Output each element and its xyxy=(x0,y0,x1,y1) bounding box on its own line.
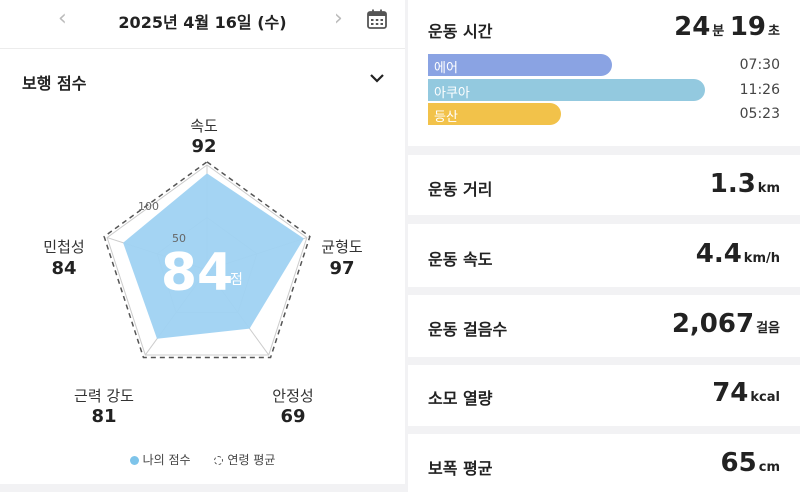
total-score-unit: 점 xyxy=(230,272,243,288)
scale-label-50: 50 xyxy=(172,232,186,245)
my-score-polygon xyxy=(123,173,304,339)
divider xyxy=(0,48,405,49)
exercise-seconds: 19 xyxy=(729,12,767,42)
chevron-left-icon[interactable]: ‹ xyxy=(58,6,67,31)
walking-score-panel: ‹ 2025년 4월 16일 (수) › 보행 점수 100 50 84 점 속… xyxy=(0,0,405,492)
date-title: 2025년 4월 16일 (수) xyxy=(118,13,287,32)
distance-value-wrap: 1.3 km xyxy=(710,169,780,199)
activity-bar xyxy=(428,79,705,101)
exercise-minutes: 24 xyxy=(674,12,711,42)
section-title: 보행 점수 xyxy=(22,74,87,93)
speed-value-wrap: 4.4 km/h xyxy=(696,239,780,269)
axis-value-balance: 97 xyxy=(329,258,354,279)
stride-value: 65 xyxy=(720,448,757,478)
activity-name: 등산 xyxy=(434,110,458,125)
calories-label: 소모 열량 xyxy=(428,389,493,408)
calendar-icon[interactable] xyxy=(366,8,388,30)
axis-value-agility: 84 xyxy=(51,258,76,279)
distance-card: 운동 거리 1.3 km xyxy=(408,155,800,215)
age-average-legend-marker xyxy=(214,456,224,465)
radar-grid-ring xyxy=(106,164,308,356)
speed-value: 4.4 xyxy=(695,239,742,269)
axis-label-agility: 민첩성 xyxy=(43,238,84,256)
axis-label-stability: 안정성 xyxy=(272,387,313,405)
chevron-down-icon[interactable] xyxy=(369,70,385,86)
steps-label: 운동 걸음수 xyxy=(428,320,508,339)
radar-chart: 100 50 84 점 속도 92 균형도 97 안정성 69 근력 강도 81… xyxy=(43,117,363,427)
exercise-time-card: 운동 시간 24 분 19 초 에어 07:30 아쿠아 11:26 등산 05:23 xyxy=(408,0,800,146)
activity-name: 아쿠아 xyxy=(434,86,470,101)
exercise-time-value: 24 분 19 초 xyxy=(674,12,780,42)
seconds-unit: 초 xyxy=(768,24,780,39)
stride-unit: cm xyxy=(758,460,780,475)
calories-card: 소모 열량 74 kcal xyxy=(408,365,800,426)
total-score: 84 xyxy=(161,243,233,303)
scale-label-100: 100 xyxy=(138,200,159,213)
axis-label-strength: 근력 강도 xyxy=(74,387,134,405)
panel-bottom-gap xyxy=(0,484,405,492)
axis-value-strength: 81 xyxy=(91,406,116,427)
activity-bar xyxy=(428,54,612,76)
calories-value-wrap: 74 kcal xyxy=(712,378,780,408)
calories-value: 74 xyxy=(712,378,749,408)
legend-my-score: 나의 점수 xyxy=(142,453,191,467)
exercise-time-label: 운동 시간 xyxy=(428,22,493,41)
chart-legend: 나의 점수 연령 평균 xyxy=(0,451,405,468)
age-average-polygon xyxy=(103,160,311,359)
chevron-right-icon[interactable]: › xyxy=(334,6,343,31)
steps-card: 운동 걸음수 2,067 걸음 xyxy=(408,295,800,357)
my-score-legend-marker xyxy=(129,456,139,465)
stride-label: 보폭 평균 xyxy=(428,459,493,478)
legend-age-average: 연령 평균 xyxy=(227,453,276,467)
activity-bar xyxy=(428,103,561,125)
date-navigator: ‹ 2025년 4월 16일 (수) › xyxy=(0,0,405,40)
steps-value: 2,067 xyxy=(671,309,755,339)
stride-card: 보폭 평균 65 cm xyxy=(408,434,800,492)
axis-value-speed: 92 xyxy=(191,136,216,157)
activity-name: 에어 xyxy=(434,61,458,76)
axis-label-speed: 속도 xyxy=(190,117,218,135)
calories-unit: kcal xyxy=(750,390,780,405)
speed-label: 운동 속도 xyxy=(428,250,493,269)
distance-unit: km xyxy=(757,181,780,196)
stride-value-wrap: 65 cm xyxy=(721,448,780,478)
distance-label: 운동 거리 xyxy=(428,180,493,199)
axis-value-stability: 69 xyxy=(280,406,305,427)
steps-unit: 걸음 xyxy=(756,321,780,336)
activity-time: 11:26 xyxy=(739,82,780,98)
steps-value-wrap: 2,067 걸음 xyxy=(672,309,780,339)
activity-time: 05:23 xyxy=(739,106,780,122)
activity-time: 07:30 xyxy=(739,57,780,73)
minutes-unit: 분 xyxy=(712,24,725,39)
distance-value: 1.3 xyxy=(709,169,756,199)
speed-unit: km/h xyxy=(743,251,780,266)
speed-card: 운동 속도 4.4 km/h xyxy=(408,224,800,287)
axis-label-balance: 균형도 xyxy=(321,238,363,256)
